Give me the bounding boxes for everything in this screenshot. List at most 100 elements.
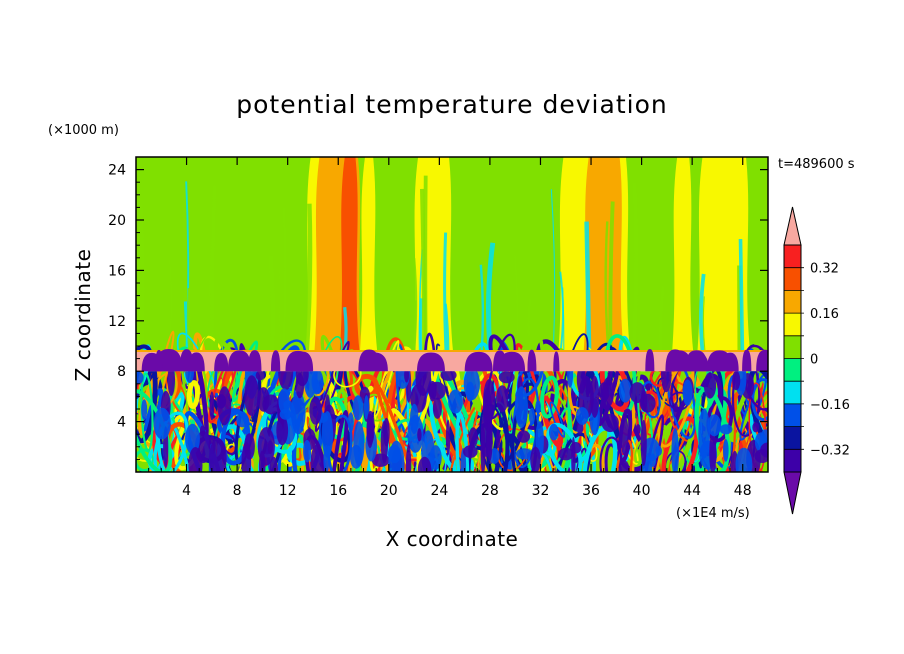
colorbar-segment bbox=[784, 267, 801, 291]
upper-streak bbox=[268, 255, 276, 352]
x-tick-label: 16 bbox=[329, 483, 347, 499]
cold-blob bbox=[295, 372, 305, 399]
cold-blob bbox=[440, 369, 457, 381]
cold-plume bbox=[162, 352, 177, 372]
cold-blob bbox=[153, 407, 171, 440]
upper-region bbox=[136, 157, 768, 352]
cold-blob bbox=[732, 370, 741, 391]
colorbar-label: −0.32 bbox=[810, 443, 850, 458]
colorbar-label: 0.32 bbox=[810, 262, 839, 277]
x-axis-label: X coordinate bbox=[386, 527, 519, 551]
x-tick-label: 32 bbox=[532, 483, 550, 499]
cold-blob bbox=[575, 407, 589, 425]
turbulent-eddy bbox=[748, 382, 767, 472]
upper-streak bbox=[167, 259, 173, 352]
colorbar-label: −0.16 bbox=[810, 398, 850, 413]
x-tick-label: 20 bbox=[380, 483, 398, 499]
turbulent-eddy bbox=[549, 401, 566, 438]
cold-blob bbox=[262, 394, 280, 415]
cold-plume bbox=[291, 351, 314, 372]
cold-blob bbox=[703, 372, 717, 399]
cold-blob bbox=[515, 448, 533, 460]
cold-blob bbox=[257, 427, 275, 466]
cold-plume bbox=[155, 349, 163, 372]
cold-blob bbox=[535, 400, 541, 414]
cold-blob bbox=[310, 444, 324, 472]
cold-blob bbox=[719, 424, 733, 435]
cold-blob bbox=[463, 445, 478, 458]
x-tick-label: 12 bbox=[279, 483, 297, 499]
cold-blob bbox=[569, 442, 582, 454]
colorbar-label: 0.16 bbox=[810, 307, 839, 322]
cold-blob bbox=[136, 371, 144, 384]
cold-plume bbox=[756, 349, 768, 372]
cold-blob bbox=[404, 367, 410, 383]
cold-blob bbox=[496, 385, 509, 413]
upper-warm-column bbox=[697, 157, 751, 352]
cold-plume bbox=[475, 351, 484, 372]
cold-plume bbox=[666, 350, 692, 372]
turbulent-eddy bbox=[539, 375, 559, 419]
upper-warm-column bbox=[339, 157, 360, 352]
cold-blob bbox=[486, 415, 493, 462]
colorbar-segment bbox=[784, 449, 801, 472]
x-tick-label: 28 bbox=[481, 483, 499, 499]
cold-blob bbox=[530, 446, 541, 472]
cold-blob bbox=[618, 378, 632, 403]
colorbar-segment bbox=[784, 358, 801, 382]
cold-blob bbox=[468, 427, 478, 448]
turbulent-eddy bbox=[314, 340, 350, 432]
cold-blob bbox=[321, 411, 334, 458]
cold-plume bbox=[496, 352, 504, 372]
cold-blob bbox=[323, 444, 330, 472]
cold-blob bbox=[723, 439, 729, 462]
upper-streak bbox=[186, 288, 192, 352]
cold-blob bbox=[347, 412, 354, 433]
cold-blob bbox=[432, 397, 442, 419]
cold-plume bbox=[214, 352, 229, 372]
colorbar-segment bbox=[784, 426, 801, 450]
cold-blob bbox=[188, 447, 203, 472]
cold-blob bbox=[498, 371, 515, 384]
cold-blob bbox=[448, 389, 463, 414]
x-axis: 4 8 12 16 20 24 28 32 36 40 44 48 bbox=[148, 157, 756, 499]
cold-blob bbox=[655, 445, 662, 456]
cold-blob bbox=[480, 425, 486, 472]
cold-blob bbox=[167, 363, 175, 397]
plot-area bbox=[136, 157, 768, 472]
cold-plume bbox=[498, 351, 526, 372]
colorbar-segment bbox=[784, 245, 801, 268]
y-tick-label: 4 bbox=[117, 415, 126, 431]
cold-blob bbox=[208, 437, 227, 472]
x-tick-label: 40 bbox=[633, 483, 651, 499]
turbulent-eddy bbox=[373, 340, 400, 418]
cold-blob bbox=[366, 410, 375, 445]
cold-blob bbox=[276, 415, 289, 446]
upper-streak bbox=[631, 182, 639, 352]
upper-streak bbox=[699, 273, 706, 352]
turbulent-eddy bbox=[661, 416, 699, 472]
upper-streak bbox=[281, 207, 287, 352]
cold-blob bbox=[621, 460, 630, 472]
time-label: t=489600 s bbox=[778, 157, 855, 172]
upper-streak bbox=[702, 296, 706, 352]
cold-plume bbox=[271, 350, 281, 372]
turbulent-eddy bbox=[599, 436, 623, 472]
turbulent-eddy bbox=[186, 380, 200, 409]
y-axis: 4 8 12 16 20 24 bbox=[108, 163, 768, 460]
cold-blob bbox=[349, 444, 363, 469]
cold-blob bbox=[635, 424, 641, 435]
cold-blob bbox=[558, 447, 574, 461]
y-axis-label: Z coordinate bbox=[71, 249, 95, 382]
cold-plume bbox=[188, 352, 205, 372]
cold-plume bbox=[527, 350, 537, 372]
turbulent-eddy bbox=[455, 412, 470, 472]
upper-streak bbox=[738, 238, 745, 352]
turbulent-eddy bbox=[330, 409, 349, 472]
cold-blob bbox=[244, 375, 259, 416]
y-tick-label: 8 bbox=[117, 364, 126, 380]
cold-blob bbox=[417, 428, 422, 442]
cold-blob bbox=[709, 430, 717, 472]
turbulent-eddy bbox=[414, 438, 447, 472]
colorbar-extend-max bbox=[783, 206, 802, 246]
